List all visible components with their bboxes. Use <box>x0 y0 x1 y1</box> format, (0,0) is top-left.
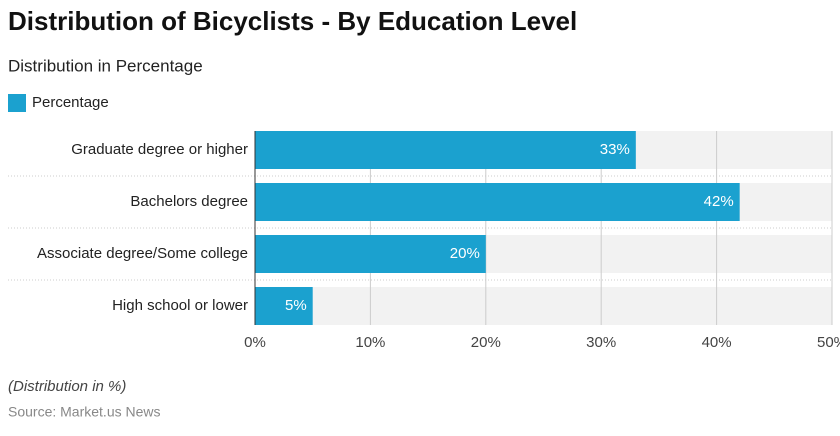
data-label: 20% <box>450 245 480 262</box>
x-tick-label: 20% <box>471 334 501 351</box>
x-tick-label: 40% <box>702 334 732 351</box>
y-tick-label: Graduate degree or higher <box>71 141 248 158</box>
y-tick-label: Bachelors degree <box>130 193 248 210</box>
x-tick-label: 30% <box>586 334 616 351</box>
chart-title: Distribution of Bicyclists - By Educatio… <box>8 6 577 36</box>
note: (Distribution in %) <box>8 378 126 395</box>
data-label: 5% <box>285 297 307 314</box>
chart-subtitle: Distribution in Percentage <box>8 56 203 75</box>
bar <box>255 287 313 325</box>
data-label: 42% <box>704 193 734 210</box>
source: Source: Market.us News <box>8 404 161 420</box>
bar <box>255 235 486 273</box>
legend-swatch <box>8 94 26 112</box>
data-label: 33% <box>600 141 630 158</box>
x-tick-label: 10% <box>355 334 385 351</box>
x-tick-label: 0% <box>244 334 266 351</box>
bar <box>255 183 740 221</box>
y-tick-label: Associate degree/Some college <box>37 245 248 262</box>
legend-label: Percentage <box>32 94 109 111</box>
bar <box>255 131 636 169</box>
row-background <box>255 287 832 325</box>
y-tick-label: High school or lower <box>112 297 248 314</box>
x-tick-label: 50% <box>817 334 840 351</box>
